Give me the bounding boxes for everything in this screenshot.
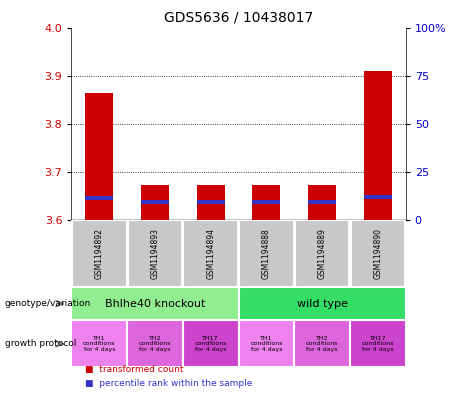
Bar xyxy=(238,320,294,367)
Text: GSM1194888: GSM1194888 xyxy=(262,228,271,279)
Bar xyxy=(141,185,169,220)
Text: GSM1194893: GSM1194893 xyxy=(150,228,160,279)
Bar xyxy=(364,195,392,199)
Bar xyxy=(238,287,406,320)
Bar xyxy=(364,71,392,220)
Text: GSM1194892: GSM1194892 xyxy=(95,228,104,279)
Bar xyxy=(71,320,127,367)
Bar xyxy=(350,320,406,367)
Bar xyxy=(85,92,113,220)
Bar xyxy=(239,220,294,287)
Bar xyxy=(197,185,225,220)
Bar xyxy=(294,320,350,367)
Text: TH17
conditions
for 4 days: TH17 conditions for 4 days xyxy=(195,336,227,352)
Text: TH2
conditions
for 4 days: TH2 conditions for 4 days xyxy=(139,336,171,352)
Bar xyxy=(128,220,182,287)
Bar xyxy=(253,200,280,204)
Bar xyxy=(141,200,169,204)
Text: Bhlhe40 knockout: Bhlhe40 knockout xyxy=(105,299,205,309)
Bar xyxy=(183,220,238,287)
Text: genotype/variation: genotype/variation xyxy=(5,299,91,308)
Text: TH1
conditions
for 4 days: TH1 conditions for 4 days xyxy=(83,336,116,352)
Bar xyxy=(127,320,183,367)
Bar xyxy=(183,320,238,367)
Bar xyxy=(253,185,280,220)
Bar xyxy=(308,185,336,220)
Text: GSM1194889: GSM1194889 xyxy=(318,228,327,279)
Text: wild type: wild type xyxy=(297,299,348,309)
Text: TH2
conditions
for 4 days: TH2 conditions for 4 days xyxy=(306,336,338,352)
Bar xyxy=(295,220,349,287)
Text: GSM1194894: GSM1194894 xyxy=(206,228,215,279)
Bar xyxy=(350,220,405,287)
Text: TH1
conditions
for 4 days: TH1 conditions for 4 days xyxy=(250,336,283,352)
Text: ■  percentile rank within the sample: ■ percentile rank within the sample xyxy=(85,379,253,387)
Text: TH17
conditions
for 4 days: TH17 conditions for 4 days xyxy=(361,336,394,352)
Text: ■  transformed count: ■ transformed count xyxy=(85,365,184,374)
Bar xyxy=(72,220,127,287)
Bar xyxy=(85,196,113,200)
Text: growth protocol: growth protocol xyxy=(5,340,76,348)
Bar xyxy=(197,200,225,204)
Title: GDS5636 / 10438017: GDS5636 / 10438017 xyxy=(164,11,313,25)
Bar xyxy=(308,200,336,204)
Bar xyxy=(71,287,239,320)
Text: GSM1194890: GSM1194890 xyxy=(373,228,382,279)
